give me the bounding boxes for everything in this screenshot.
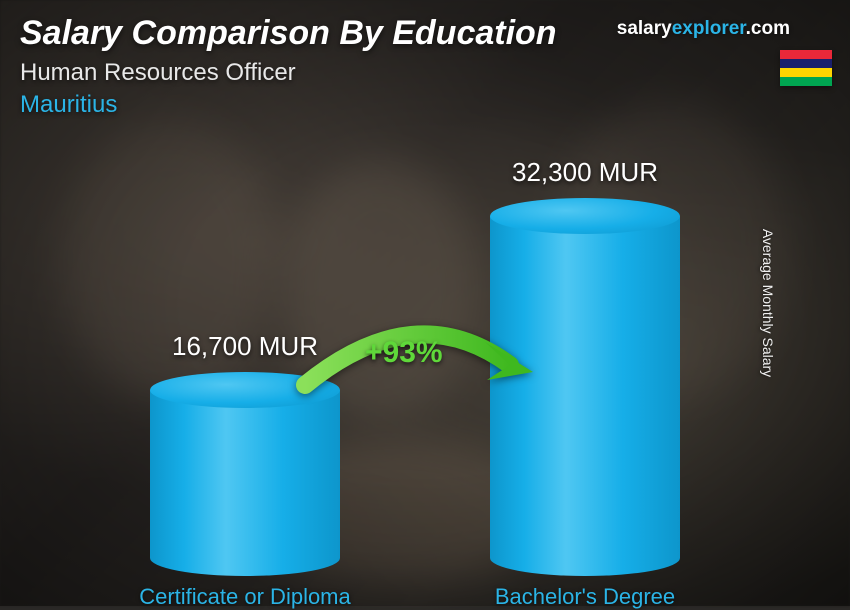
brand-prefix: salary xyxy=(617,18,672,39)
increase-arrow-icon xyxy=(285,310,545,430)
bar-category-label: Bachelor's Degree xyxy=(450,584,720,610)
brand-suffix: explorer xyxy=(672,18,746,39)
job-title: Human Resources Officer xyxy=(20,59,830,87)
country-flag-icon xyxy=(780,50,832,86)
flag-stripe xyxy=(780,77,832,86)
country-name: Mauritius xyxy=(20,91,830,119)
flag-stripe xyxy=(780,50,832,59)
percent-increase-badge: +93% xyxy=(365,336,443,370)
y-axis-label: Average Monthly Salary xyxy=(760,229,776,377)
brand-logo: salaryexplorer.com xyxy=(617,18,790,40)
flag-stripe xyxy=(780,59,832,68)
bar-value-label: 32,300 MUR xyxy=(450,157,720,188)
bar-chart: 16,700 MUR Certificate or Diploma 32,300… xyxy=(90,155,740,576)
bar-category-label: Certificate or Diploma xyxy=(110,584,380,610)
flag-stripe xyxy=(780,68,832,77)
brand-tld: .com xyxy=(746,18,790,39)
bar-top-ellipse xyxy=(490,198,680,234)
